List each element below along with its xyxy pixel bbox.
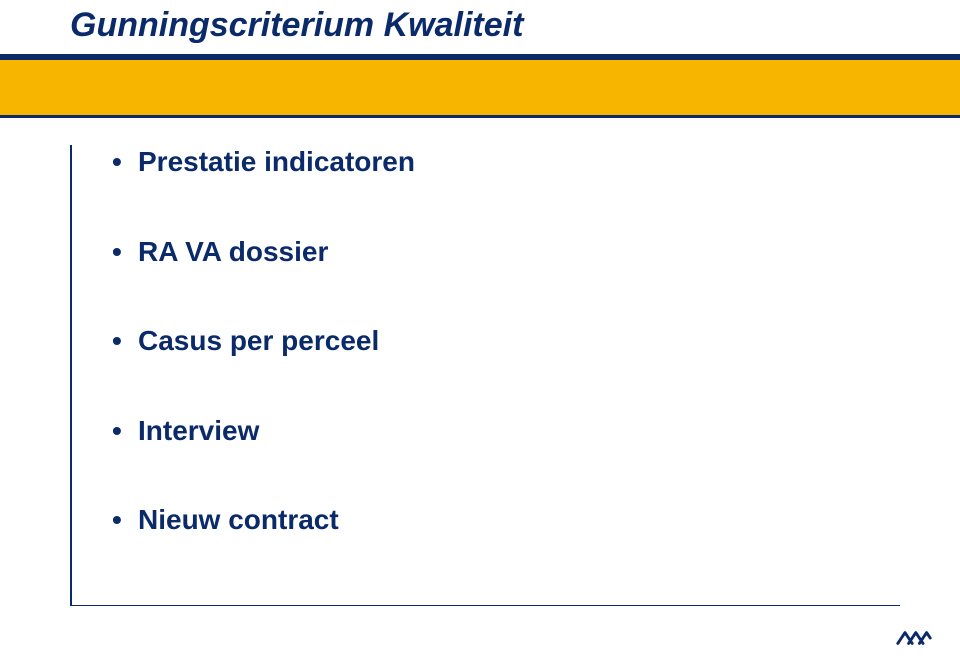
list-item: Prestatie indicatoren [112,145,900,179]
ns-logo-icon [896,628,932,648]
bullet-text: Nieuw contract [138,504,339,535]
bullet-text: Interview [138,415,259,446]
list-item: Interview [112,414,900,448]
list-item: Casus per perceel [112,324,900,358]
bullet-list: Prestatie indicatoren RA VA dossier Casu… [112,145,900,537]
header-divider-bottom [0,115,960,118]
page-title: Gunningscriterium Kwaliteit [70,6,523,45]
bullet-text: Prestatie indicatoren [138,146,415,177]
bullet-text: Casus per perceel [138,325,379,356]
bullet-text: RA VA dossier [138,236,328,267]
content-frame: Prestatie indicatoren RA VA dossier Casu… [70,145,900,606]
list-item: Nieuw contract [112,503,900,537]
header-bar [0,60,960,115]
list-item: RA VA dossier [112,235,900,269]
